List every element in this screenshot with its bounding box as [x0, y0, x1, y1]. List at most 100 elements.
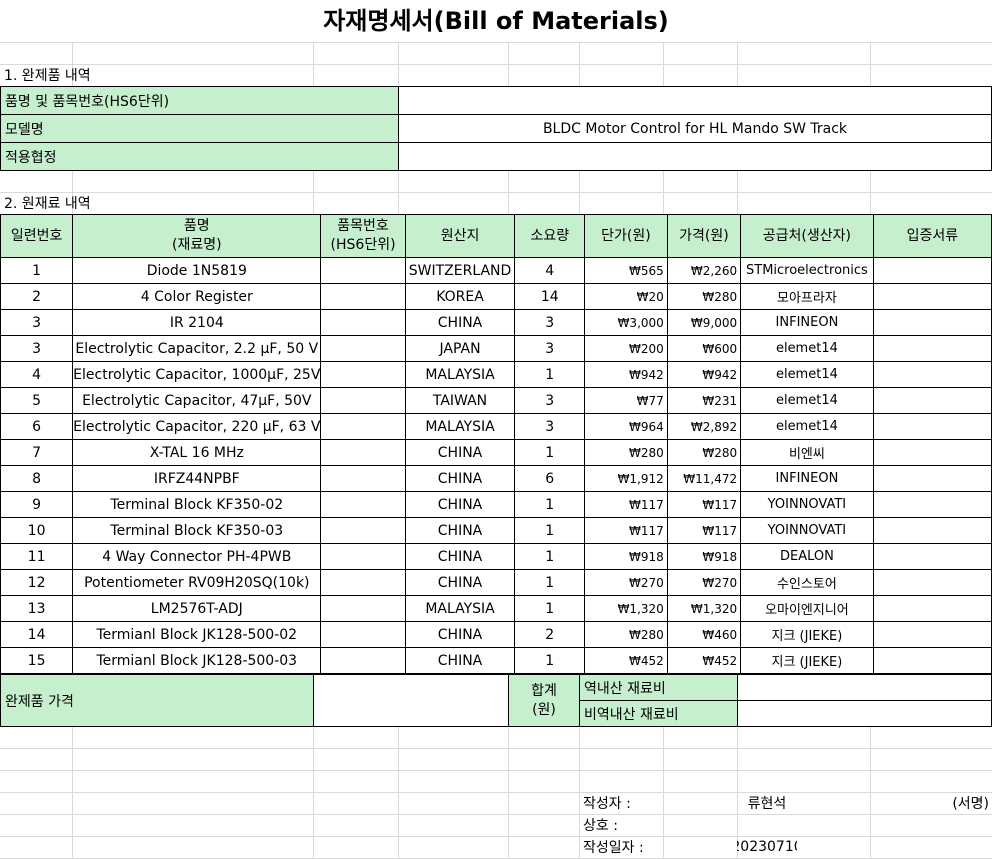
date-value[interactable]: 20230710: [737, 839, 797, 855]
author-value[interactable]: 류현석: [747, 796, 787, 812]
cell-hs[interactable]: [320, 517, 406, 544]
cell-price[interactable]: ₩452: [666, 647, 742, 674]
cell-supplier[interactable]: elemet14: [740, 413, 874, 440]
cell-name[interactable]: IR 2104: [72, 309, 322, 336]
cell-origin[interactable]: MALAYSIA: [404, 361, 516, 388]
cell-price[interactable]: ₩2,260: [666, 257, 742, 284]
cell-qty[interactable]: 1: [514, 361, 586, 388]
cell-unit-price[interactable]: ₩77: [584, 387, 668, 414]
cell-no[interactable]: 7: [0, 439, 74, 466]
cell-qty[interactable]: 3: [514, 387, 586, 414]
cell-origin[interactable]: CHINA: [404, 309, 516, 336]
finished-price-value[interactable]: [313, 674, 509, 727]
cell-price[interactable]: ₩2,892: [666, 413, 742, 440]
model-name-value[interactable]: BLDC Motor Control for HL Mando SW Track: [398, 114, 992, 143]
cell-supplier[interactable]: STMicroelectronics: [740, 257, 874, 284]
cell-name[interactable]: Electrolytic Capacitor, 2.2 µF, 50 V: [72, 335, 322, 362]
cell-docs[interactable]: [872, 595, 992, 622]
cell-name[interactable]: IRFZ44NPBF: [72, 465, 322, 492]
cell-unit-price[interactable]: ₩565: [584, 257, 668, 284]
cell-qty[interactable]: 1: [514, 543, 586, 570]
cell-docs[interactable]: [872, 491, 992, 518]
cell-origin[interactable]: MALAYSIA: [404, 413, 516, 440]
cell-price[interactable]: ₩942: [666, 361, 742, 388]
domestic-material-value[interactable]: [737, 674, 992, 701]
finished-name-value[interactable]: [398, 86, 992, 115]
cell-name[interactable]: Termianl Block JK128-500-03: [72, 647, 322, 674]
cell-supplier[interactable]: DEALON: [740, 543, 874, 570]
cell-supplier[interactable]: 오마이엔지니어: [740, 595, 874, 622]
cell-unit-price[interactable]: ₩942: [584, 361, 668, 388]
cell-qty[interactable]: 1: [514, 647, 586, 674]
cell-name[interactable]: Diode 1N5819: [72, 257, 322, 284]
cell-price[interactable]: ₩117: [666, 517, 742, 544]
cell-price[interactable]: ₩600: [666, 335, 742, 362]
cell-price[interactable]: ₩280: [666, 439, 742, 466]
cell-no[interactable]: 11: [0, 543, 74, 570]
cell-qty[interactable]: 14: [514, 283, 586, 310]
cell-origin[interactable]: CHINA: [404, 543, 516, 570]
company-value[interactable]: [737, 814, 870, 836]
cell-supplier[interactable]: 수인스토어: [740, 569, 874, 596]
cell-name[interactable]: Terminal Block KF350-03: [72, 517, 322, 544]
cell-qty[interactable]: 1: [514, 439, 586, 466]
cell-no[interactable]: 3: [0, 335, 74, 362]
cell-docs[interactable]: [872, 465, 992, 492]
cell-origin[interactable]: CHINA: [404, 647, 516, 674]
cell-docs[interactable]: [872, 413, 992, 440]
cell-origin[interactable]: CHINA: [404, 621, 516, 648]
cell-price[interactable]: ₩918: [666, 543, 742, 570]
cell-origin[interactable]: SWITZERLAND: [404, 257, 516, 284]
cell-hs[interactable]: [320, 621, 406, 648]
cell-docs[interactable]: [872, 647, 992, 674]
cell-no[interactable]: 8: [0, 465, 74, 492]
cell-supplier[interactable]: YOINNOVATI: [740, 517, 874, 544]
cell-unit-price[interactable]: ₩452: [584, 647, 668, 674]
cell-name[interactable]: 4 Way Connector PH-4PWB: [72, 543, 322, 570]
cell-price[interactable]: ₩11,472: [666, 465, 742, 492]
cell-price[interactable]: ₩1,320: [666, 595, 742, 622]
cell-qty[interactable]: 4: [514, 257, 586, 284]
cell-docs[interactable]: [872, 439, 992, 466]
cell-unit-price[interactable]: ₩1,320: [584, 595, 668, 622]
cell-price[interactable]: ₩460: [666, 621, 742, 648]
cell-hs[interactable]: [320, 465, 406, 492]
cell-origin[interactable]: JAPAN: [404, 335, 516, 362]
cell-hs[interactable]: [320, 569, 406, 596]
cell-qty[interactable]: 3: [514, 335, 586, 362]
cell-hs[interactable]: [320, 257, 406, 284]
cell-hs[interactable]: [320, 595, 406, 622]
cell-name[interactable]: Electrolytic Capacitor, 1000µF, 25V: [72, 361, 322, 388]
cell-price[interactable]: ₩231: [666, 387, 742, 414]
cell-unit-price[interactable]: ₩280: [584, 439, 668, 466]
cell-price[interactable]: ₩9,000: [666, 309, 742, 336]
cell-unit-price[interactable]: ₩200: [584, 335, 668, 362]
cell-no[interactable]: 9: [0, 491, 74, 518]
cell-no[interactable]: 5: [0, 387, 74, 414]
cell-origin[interactable]: CHINA: [404, 517, 516, 544]
cell-qty[interactable]: 6: [514, 465, 586, 492]
cell-unit-price[interactable]: ₩1,912: [584, 465, 668, 492]
cell-supplier[interactable]: elemet14: [740, 335, 874, 362]
cell-no[interactable]: 15: [0, 647, 74, 674]
cell-hs[interactable]: [320, 439, 406, 466]
cell-docs[interactable]: [872, 361, 992, 388]
cell-no[interactable]: 12: [0, 569, 74, 596]
cell-qty[interactable]: 1: [514, 491, 586, 518]
cell-origin[interactable]: KOREA: [404, 283, 516, 310]
cell-hs[interactable]: [320, 361, 406, 388]
cell-docs[interactable]: [872, 543, 992, 570]
cell-hs[interactable]: [320, 335, 406, 362]
cell-unit-price[interactable]: ₩117: [584, 491, 668, 518]
cell-docs[interactable]: [872, 569, 992, 596]
cell-hs[interactable]: [320, 309, 406, 336]
cell-origin[interactable]: CHINA: [404, 569, 516, 596]
cell-unit-price[interactable]: ₩20: [584, 283, 668, 310]
cell-origin[interactable]: CHINA: [404, 491, 516, 518]
cell-hs[interactable]: [320, 543, 406, 570]
cell-no[interactable]: 2: [0, 283, 74, 310]
cell-supplier[interactable]: INFINEON: [740, 309, 874, 336]
cell-docs[interactable]: [872, 309, 992, 336]
foreign-material-value[interactable]: [737, 700, 992, 727]
cell-no[interactable]: 3: [0, 309, 74, 336]
